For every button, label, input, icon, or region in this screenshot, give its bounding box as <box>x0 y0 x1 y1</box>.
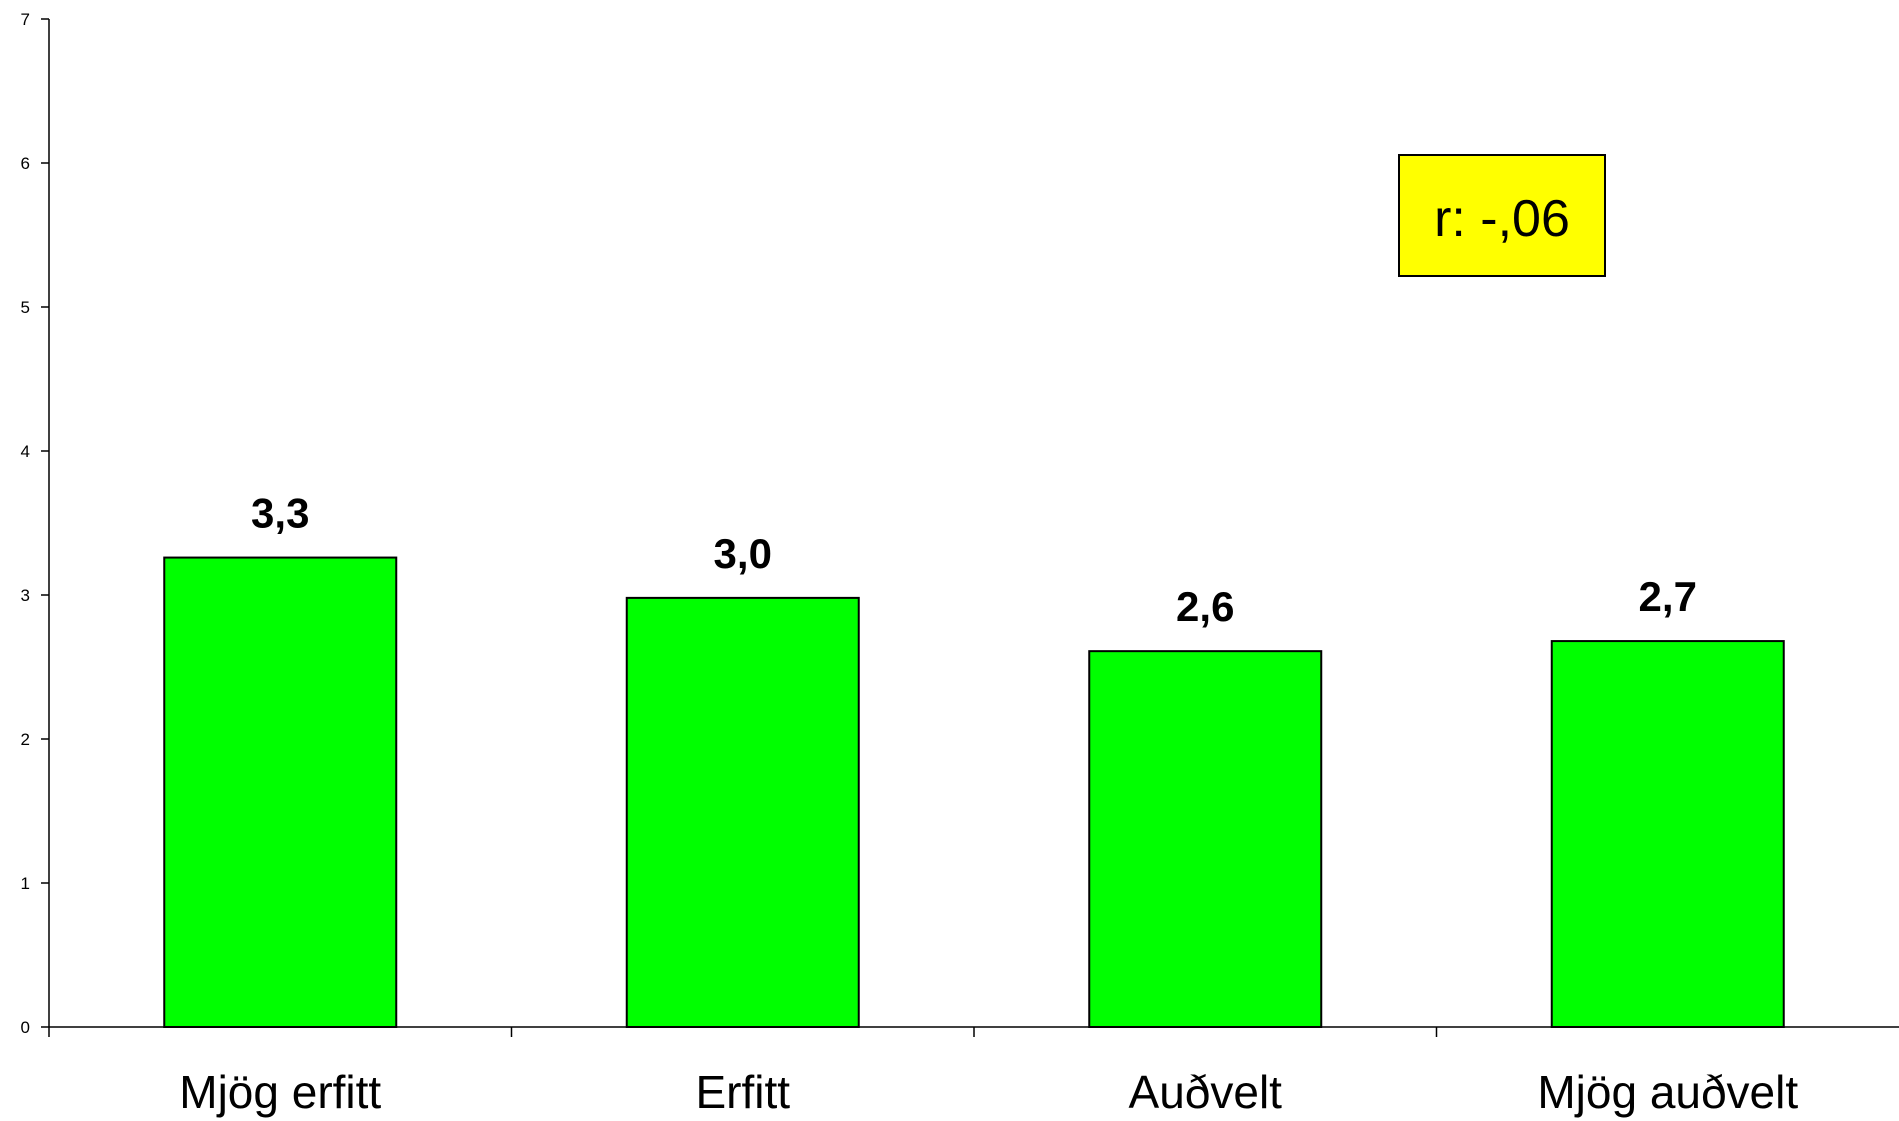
y-ticks: 0 1 2 3 4 5 6 7 <box>21 10 49 1037</box>
y-tick-label: 3 <box>21 586 30 605</box>
data-label: 2,7 <box>1639 573 1697 620</box>
bar <box>1550 640 1785 1029</box>
data-label: 2,6 <box>1176 583 1234 630</box>
y-tick-label: 7 <box>21 10 30 29</box>
category-label: Mjög auðvelt <box>1537 1066 1798 1118</box>
y-tick-label: 2 <box>21 730 30 749</box>
y-tick-label: 1 <box>21 874 30 893</box>
x-ticks <box>48 1027 1438 1037</box>
category-labels: Mjög erfitt Erfitt Auðvelt Mjög auðvelt <box>179 1066 1798 1118</box>
annotation-box <box>1398 154 1606 277</box>
y-tick-label: 0 <box>21 1018 30 1037</box>
category-label: Erfitt <box>695 1066 790 1118</box>
data-label: 3,3 <box>251 490 309 537</box>
y-tick-label: 4 <box>21 442 30 461</box>
bar <box>163 556 398 1028</box>
data-labels: 3,3 3,0 2,6 2,7 <box>251 490 1697 631</box>
bar <box>625 596 860 1028</box>
correlation-annotation: r: -,06 <box>1398 154 1606 277</box>
y-tick-label: 5 <box>21 298 30 317</box>
bars <box>163 556 1785 1029</box>
data-label: 3,0 <box>714 530 772 577</box>
category-label: Auðvelt <box>1129 1066 1283 1118</box>
annotation-text: r: -,06 <box>1434 190 1570 248</box>
category-label: Mjög erfitt <box>179 1066 381 1118</box>
y-tick-label: 6 <box>21 154 30 173</box>
bar <box>1088 650 1323 1028</box>
